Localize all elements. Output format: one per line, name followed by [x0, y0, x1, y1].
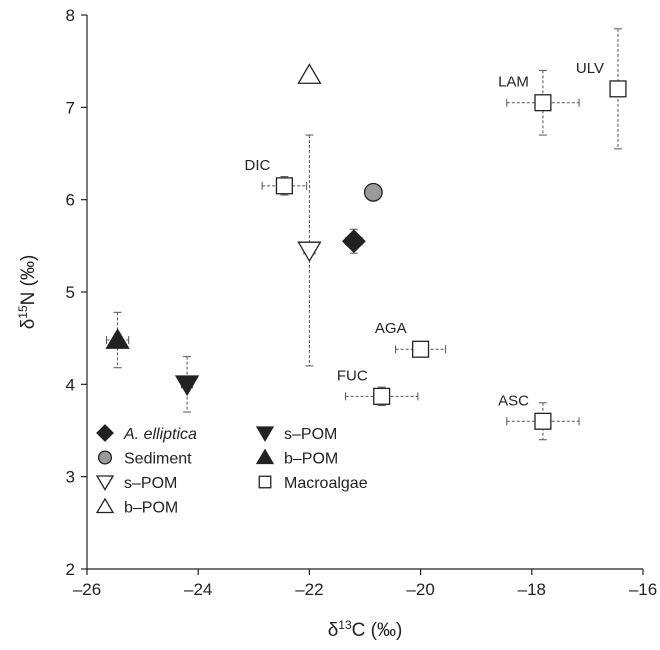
x-axis-label-main: C (‰) — [352, 620, 403, 641]
data-point-triangle-up — [105, 328, 130, 349]
axes: –26 –24 –22 –20 –18 –16 2 3 4 5 6 7 8 — [66, 6, 658, 599]
x-tick-label: –18 — [518, 580, 546, 599]
x-axis-label-sup: 13 — [338, 618, 352, 632]
point-label: AGA — [375, 320, 407, 337]
point-label: ASC — [498, 392, 529, 409]
data-point-square — [534, 412, 552, 430]
legend: A. elliptica Sediment s–POM b–POM s–POM b–POM… — [95, 424, 368, 517]
legend-entry-label: s–POM — [284, 426, 337, 443]
legend-entry-label: b–POM — [284, 451, 338, 468]
data-point-square — [275, 177, 293, 195]
x-tick-label: –24 — [184, 580, 212, 599]
data-point-square — [373, 387, 391, 405]
legend-entry-label: A. elliptica — [123, 426, 197, 443]
data-point-square — [412, 340, 430, 358]
y-tick-label: 7 — [66, 98, 75, 117]
point-label: FUC — [337, 367, 368, 384]
y-axis-label-prefix: δ — [18, 319, 39, 330]
data-point-triangle-down — [174, 375, 200, 397]
y-tick-label: 3 — [66, 468, 75, 487]
data-point-diamond — [341, 229, 366, 254]
data-point-triangle-up — [297, 63, 322, 84]
legend-marker-diamond — [96, 424, 114, 442]
legend-marker-square — [258, 475, 272, 489]
legend-entry-label: b–POM — [124, 500, 178, 517]
legend-entry-label: Sediment — [124, 451, 192, 468]
data-point-square — [609, 80, 627, 98]
x-axis-label-prefix: δ — [328, 620, 339, 641]
y-tick-label: 4 — [66, 375, 75, 394]
data-point-circle — [363, 182, 383, 202]
point-labels: DIC LAM ULV AGA FUC ASC — [245, 60, 604, 409]
y-tick-label: 6 — [66, 191, 75, 210]
y-axis-label: δ15N (‰) — [16, 255, 39, 330]
y-axis-label-main: N (‰) — [18, 255, 39, 306]
data-point-triangle-down — [297, 241, 322, 263]
point-label: ULV — [576, 60, 604, 77]
y-tick-label: 2 — [66, 560, 75, 579]
legend-marker-circle — [97, 450, 113, 465]
data-markers — [105, 63, 627, 430]
x-tick-label: –26 — [73, 580, 101, 599]
y-tick-label: 5 — [66, 283, 75, 302]
legend-marker-triangle-down — [95, 475, 115, 491]
point-label: LAM — [498, 74, 529, 91]
legend-marker-triangle-down — [255, 426, 275, 442]
x-axis-label: δ13C (‰) — [328, 618, 403, 641]
legend-entry-label: s–POM — [124, 475, 177, 492]
point-label: DIC — [245, 157, 271, 174]
legend-marker-triangle-up — [255, 448, 275, 465]
legend-marker-triangle-up — [95, 497, 115, 514]
x-tick-label: –16 — [629, 580, 657, 599]
y-axis-label-sup: 15 — [16, 305, 30, 319]
data-point-square — [534, 94, 552, 112]
x-tick-label: –22 — [295, 580, 323, 599]
legend-entry-label: Macroalgae — [284, 475, 368, 492]
x-tick-label: –20 — [406, 580, 434, 599]
y-tick-label: 8 — [66, 6, 75, 25]
